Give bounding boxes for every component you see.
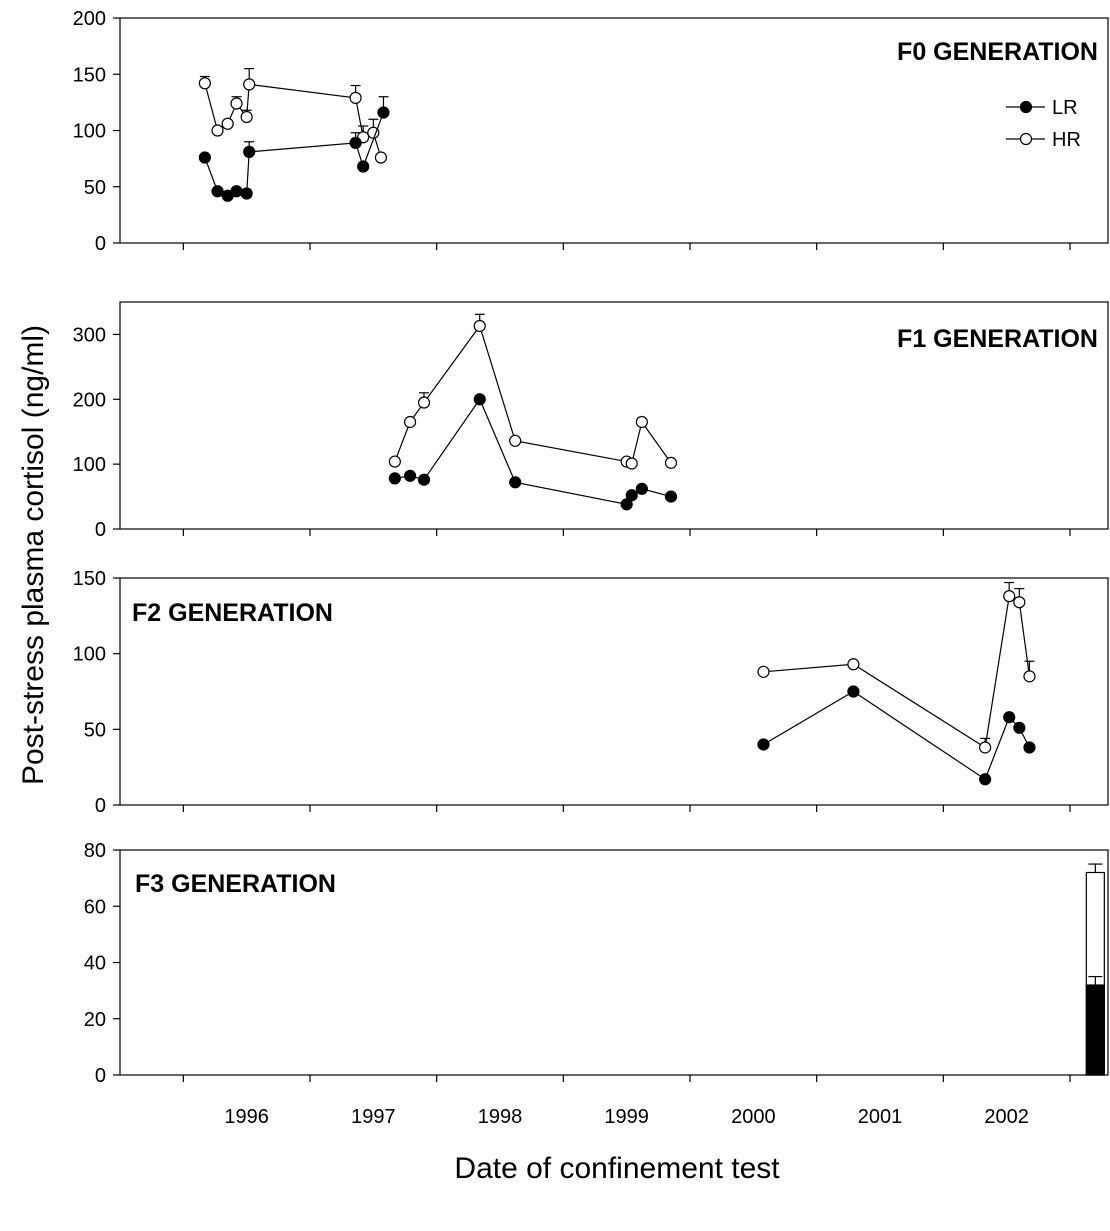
- panel-0: 0 50 100 150 200 F0 GENERATION: [73, 8, 1109, 255]
- y-axis-title: Post-stress plasma cortisol (ng/ml): [17, 325, 50, 785]
- data-point-lr: [664, 490, 678, 503]
- legend-marker: [1019, 132, 1033, 146]
- y-tick-label: 0: [95, 233, 106, 255]
- data-point-hr: [757, 665, 770, 678]
- y-tick-label: 300: [73, 324, 106, 346]
- data-point-lr: [620, 498, 633, 511]
- data-point-hr: [243, 78, 256, 91]
- y-tick-label: 0: [95, 1065, 106, 1087]
- y-tick-label: 200: [73, 8, 106, 30]
- y-tick-label: 20: [84, 1009, 106, 1031]
- legend-label: LR: [1052, 97, 1078, 119]
- data-point-lr: [1023, 741, 1036, 754]
- data-point-lr: [388, 472, 401, 485]
- data-point-lr: [211, 185, 224, 198]
- panel-title: F3 GENERATION: [135, 870, 336, 898]
- data-point-hr: [1013, 596, 1026, 609]
- y-tick-label: 150: [73, 64, 106, 86]
- data-point-hr: [1023, 670, 1036, 683]
- data-point-hr: [625, 457, 638, 470]
- x-axis-title: Date of confinement test: [454, 1152, 780, 1185]
- series-line-lr: [394, 398, 672, 506]
- x-tick-label: 1997: [351, 1106, 396, 1128]
- series-line-lr: [763, 690, 1031, 781]
- data-point-hr: [388, 455, 401, 468]
- data-point-hr: [664, 456, 678, 469]
- data-point-hr: [221, 117, 234, 130]
- data-point-lr: [403, 469, 417, 482]
- data-point-lr: [473, 393, 486, 406]
- data-point-lr: [243, 145, 256, 158]
- data-point-hr: [417, 396, 431, 409]
- y-tick-label: 50: [84, 719, 106, 741]
- series-line-hr: [394, 324, 672, 465]
- data-point-hr: [1003, 590, 1016, 603]
- y-tick-label: 40: [84, 953, 106, 975]
- data-point-hr: [240, 110, 253, 124]
- data-point-lr: [349, 136, 362, 149]
- y-tick-label: 100: [73, 644, 106, 666]
- data-point-lr: [1013, 721, 1026, 734]
- data-point-hr: [635, 415, 648, 429]
- data-point-hr: [374, 151, 388, 164]
- panel-2: 0 50 100 150 F2 GENERATION: [73, 568, 1109, 817]
- y-tick-label: 150: [73, 568, 106, 590]
- y-tick-label: 100: [73, 454, 106, 476]
- x-tick-label: 2000: [731, 1106, 776, 1128]
- data-point-lr: [1003, 711, 1016, 724]
- data-point-hr: [847, 658, 860, 671]
- y-tick-label: 200: [73, 389, 106, 411]
- panel-title: F1 GENERATION: [897, 325, 1098, 353]
- panel-3: 0 20 40 60 80 F3 GENERATION: [84, 840, 1109, 1087]
- data-point-lr: [230, 185, 243, 198]
- y-tick-label: 60: [84, 896, 106, 918]
- y-tick-label: 80: [84, 840, 106, 862]
- data-point-hr: [198, 77, 211, 90]
- data-point-lr: [847, 685, 860, 698]
- data-point-lr: [979, 773, 992, 786]
- data-point-lr: [417, 473, 431, 486]
- panel-frame: [119, 577, 1109, 806]
- data-point-hr: [403, 415, 417, 429]
- data-point-hr: [349, 91, 362, 104]
- data-point-hr: [473, 319, 486, 333]
- data-point-lr: [377, 106, 390, 119]
- panel-title: F0 GENERATION: [897, 38, 1098, 66]
- x-tick-label: 2002: [984, 1106, 1029, 1128]
- legend: LR HR: [1006, 97, 1081, 151]
- panel-1: 0 100 200 300 F1 GENERATION: [73, 301, 1109, 541]
- data-point-hr: [509, 434, 522, 447]
- data-point-hr: [979, 741, 992, 754]
- data-point-hr: [230, 97, 243, 110]
- data-point-lr: [509, 476, 522, 489]
- x-tick-label: 1998: [478, 1106, 523, 1128]
- data-point-lr: [240, 187, 253, 200]
- data-point-lr: [625, 489, 638, 502]
- x-tick-label: 1996: [224, 1106, 269, 1128]
- x-tick-label: 2001: [858, 1106, 903, 1128]
- panel-title: F2 GENERATION: [132, 599, 333, 627]
- series-line-hr: [763, 595, 1031, 749]
- data-point-lr: [357, 160, 370, 173]
- legend-label: HR: [1052, 129, 1081, 151]
- y-tick-label: 0: [95, 519, 106, 541]
- y-tick-label: 0: [95, 795, 106, 817]
- bar-lr: [1085, 984, 1105, 1076]
- data-point-lr: [635, 482, 648, 495]
- data-point-lr: [757, 738, 770, 751]
- y-tick-label: 100: [73, 121, 106, 143]
- x-tick-label: 1999: [604, 1106, 649, 1128]
- panel-frame: [119, 301, 1109, 530]
- data-point-lr: [198, 151, 211, 164]
- data-point-hr: [211, 124, 224, 137]
- legend-marker: [1019, 100, 1033, 114]
- y-tick-label: 50: [84, 177, 106, 199]
